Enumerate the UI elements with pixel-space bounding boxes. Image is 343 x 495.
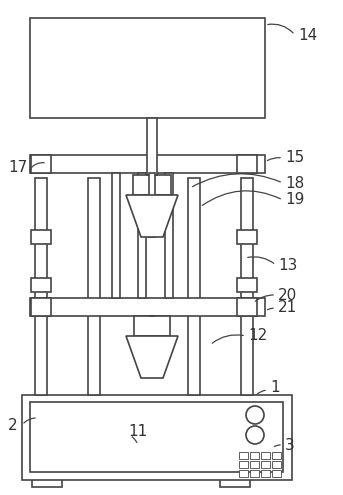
Bar <box>32 475 62 487</box>
Text: 17: 17 <box>8 160 27 176</box>
Bar <box>134 316 170 336</box>
Text: 3: 3 <box>285 438 295 452</box>
Bar <box>272 452 281 459</box>
Bar <box>22 395 292 480</box>
Text: 2: 2 <box>8 417 17 433</box>
Bar <box>261 452 270 459</box>
Bar <box>261 461 270 468</box>
Bar <box>272 470 281 477</box>
Bar <box>30 18 265 118</box>
Bar <box>30 155 265 173</box>
Text: 20: 20 <box>278 288 297 302</box>
Bar <box>30 298 265 316</box>
Text: 19: 19 <box>285 193 304 207</box>
Bar <box>149 173 155 237</box>
Bar <box>31 155 51 173</box>
Bar <box>239 470 248 477</box>
Bar <box>237 298 257 316</box>
Bar <box>250 470 259 477</box>
Bar <box>237 155 257 173</box>
Bar <box>165 173 173 298</box>
Text: 18: 18 <box>285 176 304 191</box>
Bar <box>138 173 146 298</box>
Bar <box>31 230 51 244</box>
Polygon shape <box>126 336 178 378</box>
Bar <box>237 278 257 292</box>
Text: 11: 11 <box>128 425 147 440</box>
Bar <box>237 230 257 244</box>
Bar <box>250 461 259 468</box>
Bar <box>261 470 270 477</box>
Text: 21: 21 <box>278 300 297 315</box>
Bar <box>220 475 250 487</box>
Circle shape <box>246 406 264 424</box>
Bar <box>239 461 248 468</box>
Bar <box>88 178 100 395</box>
Text: 1: 1 <box>270 381 280 396</box>
Circle shape <box>246 426 264 444</box>
Text: 15: 15 <box>285 150 304 165</box>
Bar <box>188 178 200 395</box>
Bar <box>272 461 281 468</box>
Bar <box>112 173 120 298</box>
Text: 13: 13 <box>278 257 297 273</box>
Bar <box>241 178 253 395</box>
Bar <box>250 452 259 459</box>
Bar <box>35 178 47 395</box>
Bar <box>30 402 283 472</box>
Bar <box>31 298 51 316</box>
Bar <box>31 278 51 292</box>
Bar <box>239 452 248 459</box>
Polygon shape <box>126 195 178 237</box>
Text: 12: 12 <box>248 329 267 344</box>
Text: 14: 14 <box>298 28 317 43</box>
Bar <box>133 175 171 195</box>
Bar <box>147 118 157 175</box>
